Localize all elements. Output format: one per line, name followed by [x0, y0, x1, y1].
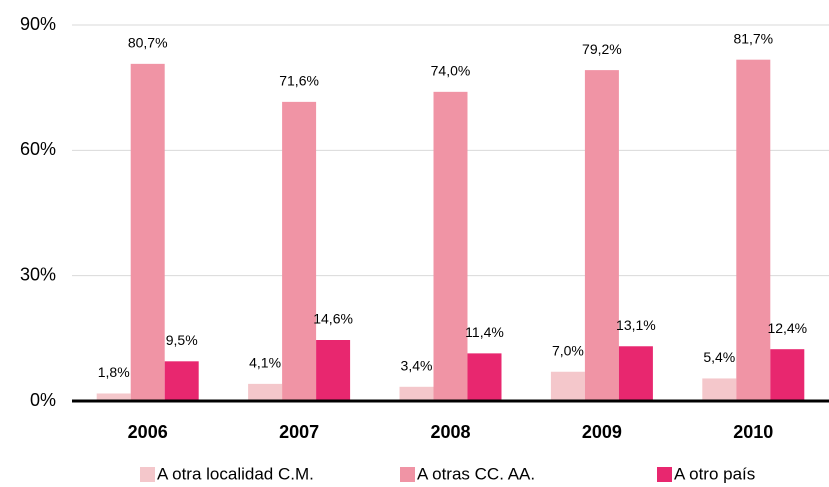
- bar: [399, 386, 434, 401]
- x-tick-label: 2010: [733, 422, 773, 442]
- legend-label: A otro país: [674, 464, 755, 483]
- value-label: 3,4%: [401, 357, 433, 373]
- y-tick-label: 30%: [20, 264, 56, 284]
- y-tick-label: 0%: [30, 390, 56, 410]
- y-tick-label: 90%: [20, 14, 56, 34]
- value-label: 4,1%: [249, 355, 281, 371]
- x-tick-label: 2007: [279, 422, 319, 442]
- value-label: 79,2%: [582, 41, 622, 57]
- value-label: 13,1%: [616, 317, 656, 333]
- bar: [467, 353, 502, 401]
- x-tick-label: 2006: [128, 422, 168, 442]
- bar: [584, 70, 619, 402]
- value-label: 1,8%: [98, 364, 130, 380]
- value-label: 71,6%: [279, 73, 319, 89]
- legend-label: A otra localidad C.M.: [157, 464, 314, 483]
- bar: [282, 101, 317, 402]
- legend-label: A otras CC. AA.: [417, 464, 535, 483]
- legend-swatch: [400, 467, 415, 482]
- y-tick-label: 60%: [20, 139, 56, 159]
- bar: [770, 349, 805, 401]
- bar: [618, 346, 653, 401]
- bar: [316, 340, 351, 401]
- legend-swatch: [657, 467, 672, 482]
- legend-swatch: [140, 467, 155, 482]
- value-label: 9,5%: [166, 332, 198, 348]
- bar: [96, 393, 131, 401]
- x-tick-label: 2009: [582, 422, 622, 442]
- value-label: 74,0%: [431, 63, 471, 79]
- bar: [248, 383, 283, 401]
- value-label: 5,4%: [703, 349, 735, 365]
- bar: [702, 378, 737, 401]
- bar: [164, 361, 199, 401]
- bar: [433, 91, 468, 401]
- value-label: 11,4%: [465, 324, 504, 340]
- value-label: 14,6%: [313, 311, 353, 327]
- bar: [550, 371, 585, 401]
- value-label: 12,4%: [767, 320, 807, 336]
- value-label: 80,7%: [128, 35, 168, 51]
- value-label: 81,7%: [733, 30, 773, 46]
- value-label: 7,0%: [552, 342, 584, 358]
- x-tick-label: 2008: [430, 422, 470, 442]
- bar: [130, 63, 165, 401]
- bar: [736, 59, 771, 401]
